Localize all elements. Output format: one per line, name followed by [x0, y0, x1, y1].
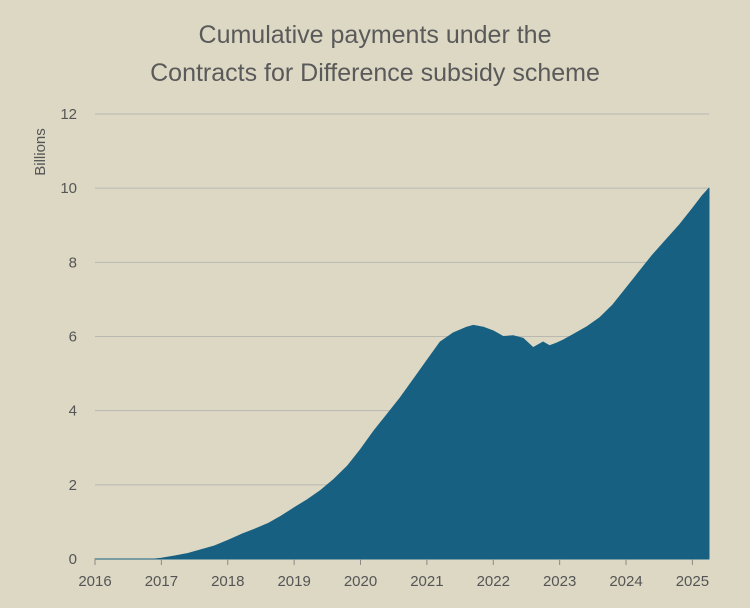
area-series-0 [94, 187, 710, 560]
x-tick-label: 2018 [211, 573, 244, 590]
y-tick-label: 8 [69, 254, 77, 271]
y-tick-label: 0 [69, 551, 77, 568]
y-tick-label: 4 [69, 403, 77, 420]
x-tick-label: 2024 [609, 573, 642, 590]
y-axis-ticks: 0 2 4 6 8 10 12 [60, 106, 77, 568]
x-tick-label: 2021 [410, 573, 443, 590]
y-tick-label: 2 [69, 477, 77, 494]
x-tick-label: 2023 [543, 573, 576, 590]
x-axis-ticks: 2016 2017 2018 2019 2020 2021 2022 2023 2024 2025 [78, 559, 709, 590]
chart-title-line-1: Cumulative payments under the [198, 21, 552, 49]
y-tick-label: 10 [60, 180, 77, 197]
y-tick-label: 12 [60, 106, 77, 123]
chart-title-line-2: Contracts for Difference subsidy scheme [150, 59, 600, 87]
x-tick-label: 2020 [344, 573, 377, 590]
x-tick-label: 2016 [78, 573, 111, 590]
y-axis-label: Billions [32, 128, 49, 176]
x-tick-label: 2022 [477, 573, 510, 590]
x-tick-label: 2025 [676, 573, 709, 590]
area-series [94, 187, 710, 560]
y-tick-label: 6 [69, 329, 77, 346]
x-tick-label: 2017 [145, 573, 178, 590]
x-tick-label: 2019 [277, 573, 310, 590]
